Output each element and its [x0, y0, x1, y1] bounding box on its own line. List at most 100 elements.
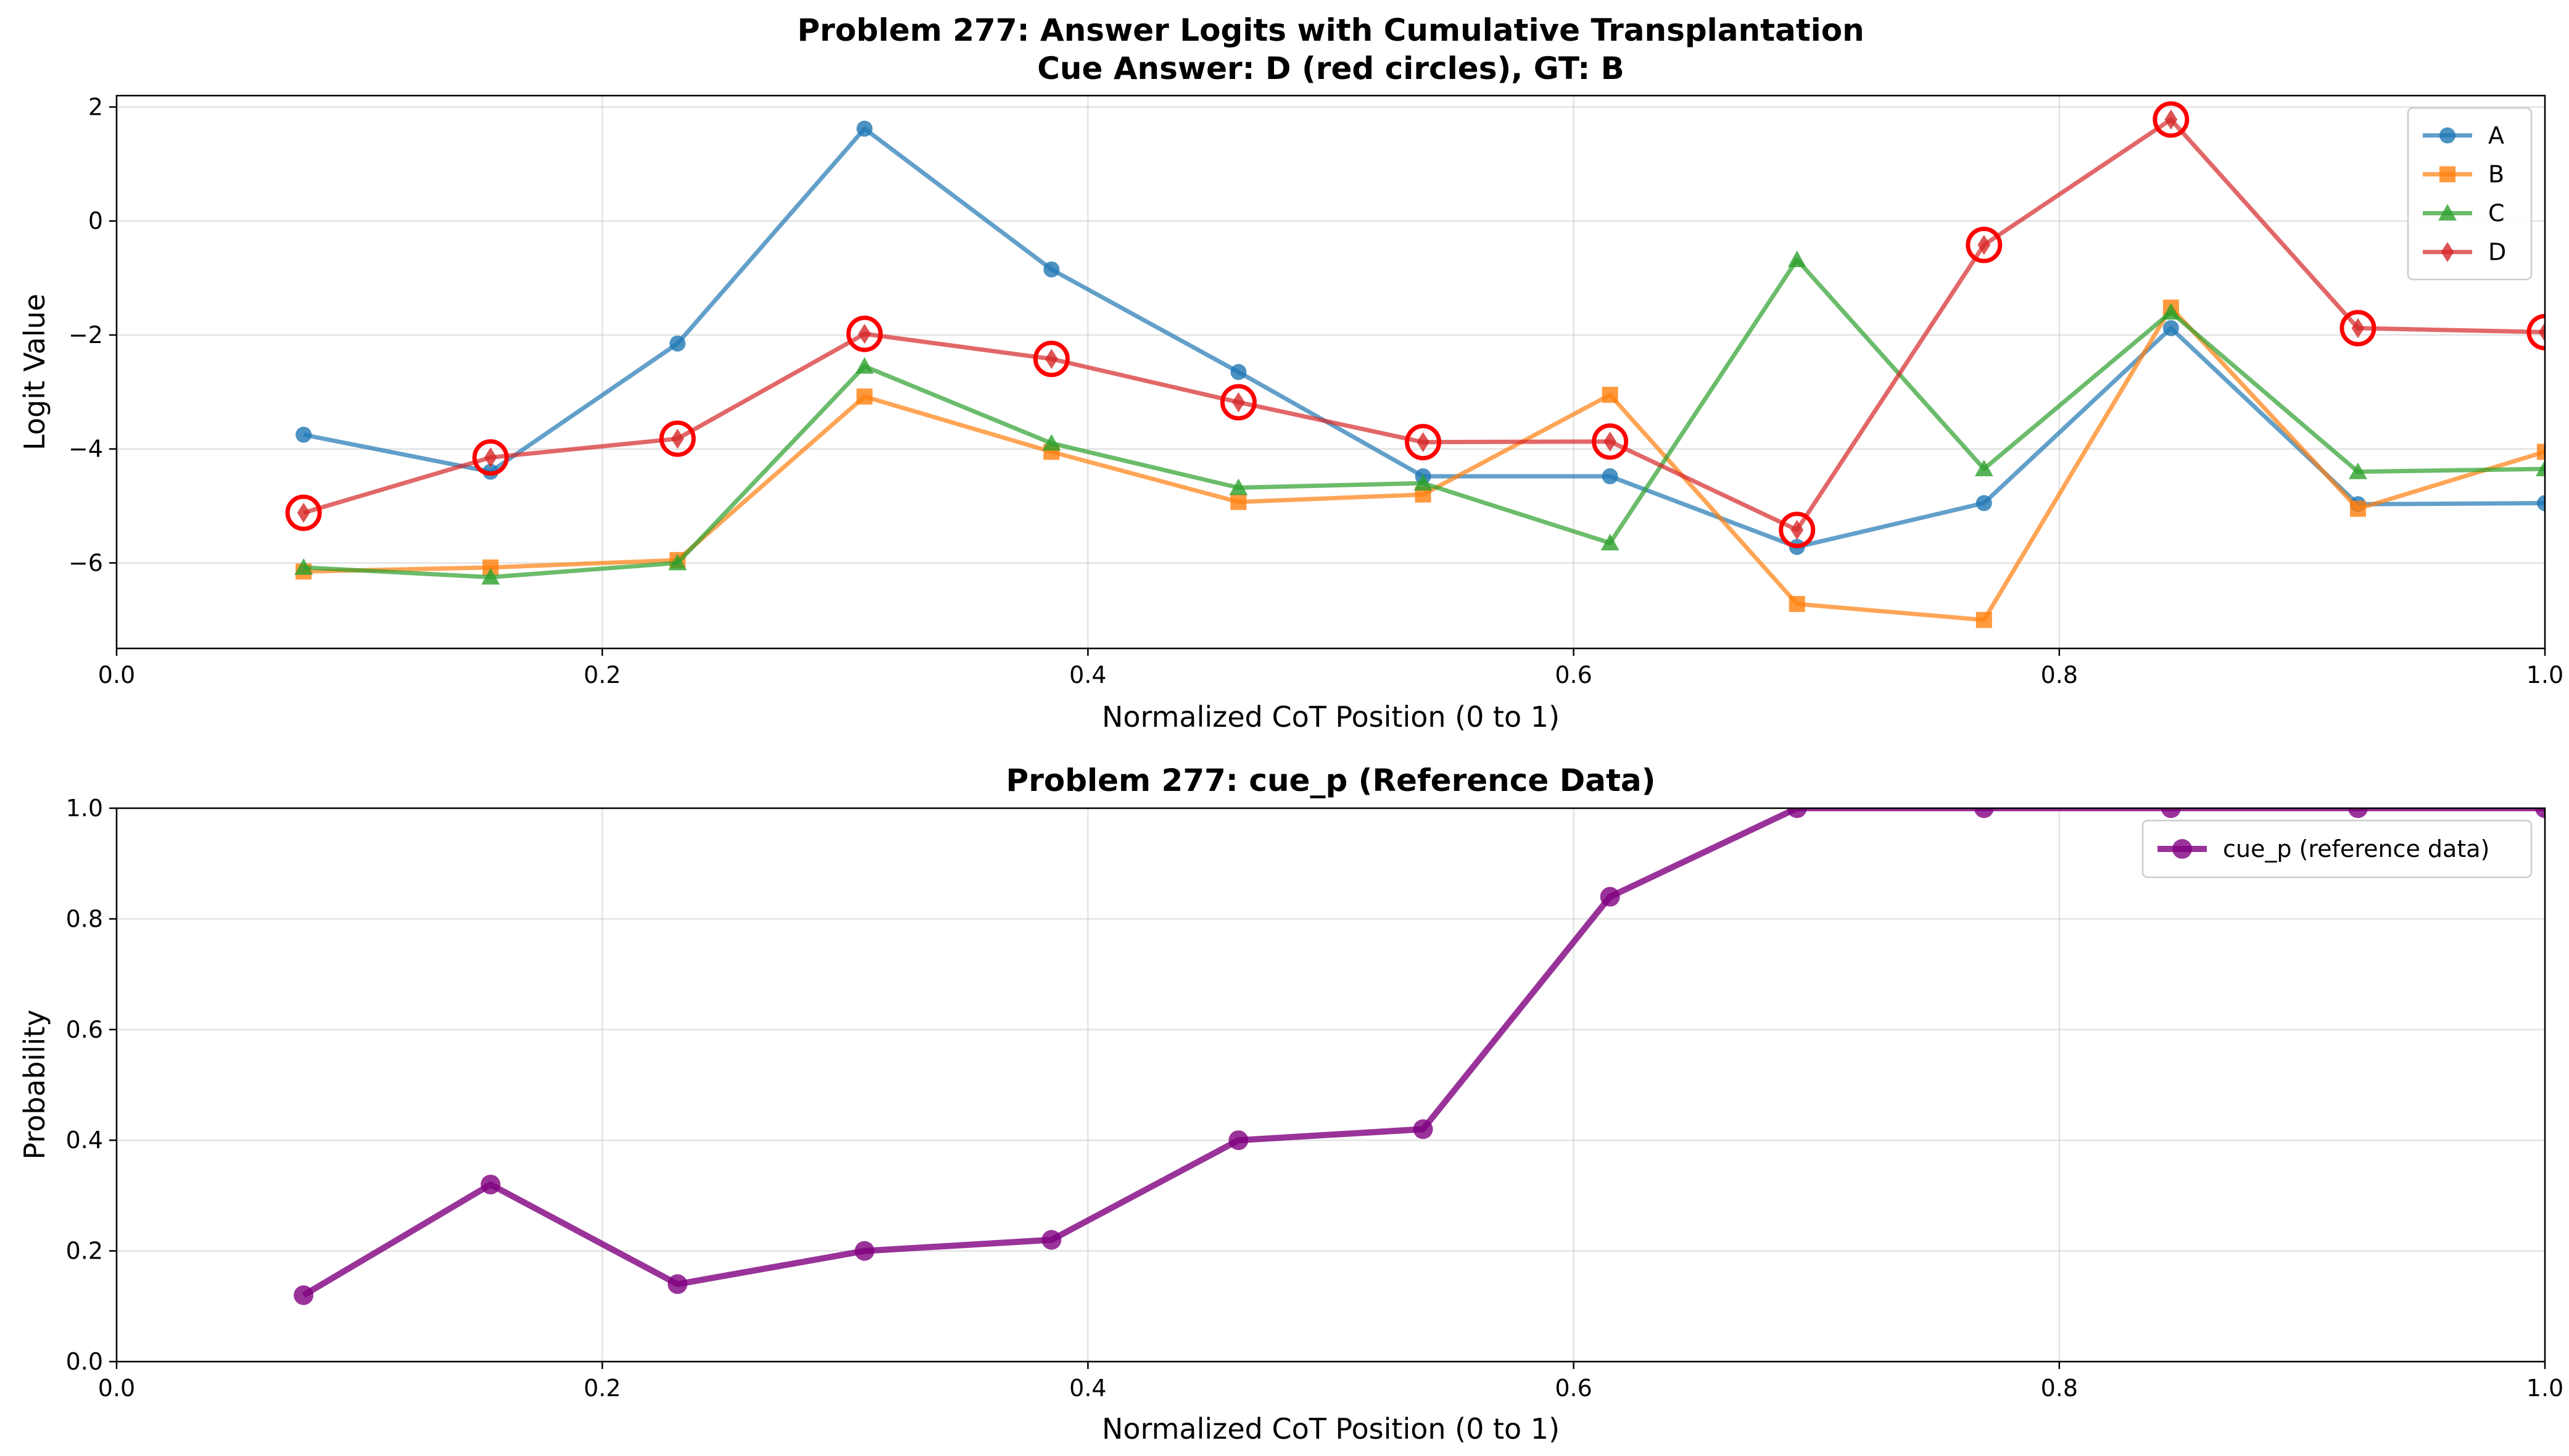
data-point [858, 323, 871, 344]
data-point [1975, 495, 1992, 511]
legend-label: A [2488, 122, 2504, 149]
data-point [1974, 460, 1993, 476]
x-tick-label: 0.6 [1555, 661, 1592, 689]
data-point [296, 426, 312, 443]
data-point [1787, 250, 1806, 267]
legend-marker [2172, 839, 2192, 859]
legend-label: cue_p (reference data) [2223, 835, 2489, 862]
data-point [668, 1274, 688, 1294]
series-cue-p-reference-data- [294, 808, 2545, 1305]
data-point [2348, 462, 2367, 479]
legend-marker [2439, 166, 2455, 183]
bottom-x-axis-label: Normalized CoT Position (0 to 1) [1102, 1412, 1560, 1446]
data-point [1045, 349, 1058, 370]
data-point [1600, 534, 1620, 551]
bottom-grid [115, 807, 2546, 1363]
data-point [2538, 322, 2545, 342]
cue-highlight-ring [659, 420, 696, 457]
y-tick-label: 0 [88, 207, 103, 234]
x-tick-label: 0.6 [1555, 1375, 1592, 1402]
bottom-plot-area [294, 808, 2545, 1305]
bottom-legend: cue_p (reference data) [2141, 819, 2533, 879]
data-point [1228, 1130, 1249, 1151]
data-point [294, 558, 313, 575]
data-point [1413, 474, 1433, 491]
data-point [297, 502, 310, 523]
legend-item: D [2423, 239, 2506, 266]
legend-marker [2439, 127, 2455, 144]
y-tick-label: 0.4 [66, 1127, 103, 1154]
top-y-axis-label: Logit Value [18, 294, 51, 450]
data-point [484, 447, 497, 468]
top-chart-subtitle: Cue Answer: D (red circles), GT: B [1037, 51, 1624, 86]
top-chart-title: Problem 277: Answer Logits with Cumulati… [797, 12, 1864, 48]
cue-highlight-ring [2339, 310, 2377, 347]
data-point [1043, 261, 1060, 278]
y-tick-label: −2 [68, 321, 103, 349]
data-point [856, 120, 873, 137]
cue-highlight-ring [1592, 423, 1629, 460]
cue-highlight-ring [472, 439, 509, 476]
x-tick-label: 0.0 [98, 661, 135, 689]
data-point [2536, 460, 2545, 476]
series-d [297, 109, 2545, 540]
x-tick-label: 0.8 [2041, 1375, 2078, 1402]
top-grid [115, 96, 2546, 648]
data-point [294, 1285, 314, 1305]
series-line [302, 808, 2545, 1298]
data-point [856, 388, 873, 405]
data-point [1229, 478, 1248, 495]
y-tick-label: 1.0 [66, 795, 103, 822]
cue-highlight-ring [285, 494, 322, 531]
y-tick-label: −4 [68, 436, 103, 463]
data-point [2164, 109, 2178, 130]
legend-marker [2441, 242, 2454, 262]
data-point [2351, 318, 2365, 339]
data-point [1602, 468, 1618, 485]
data-point [1413, 1119, 1433, 1140]
x-tick-label: 0.4 [1069, 1375, 1106, 1402]
y-tick-label: 0.2 [66, 1238, 103, 1265]
data-point [2162, 320, 2179, 336]
data-point [1600, 887, 1620, 907]
legend-box [2141, 819, 2533, 879]
bottom-y-axis-label: Probability [18, 1009, 51, 1159]
data-point [2161, 303, 2180, 320]
data-point [481, 568, 500, 585]
legend-label: C [2488, 200, 2505, 227]
series-c [294, 250, 2545, 585]
x-tick-label: 1.0 [2526, 1375, 2563, 1402]
y-tick-label: −6 [68, 549, 103, 576]
x-tick-label: 0.2 [584, 661, 621, 689]
bottom-ticks: 0.0 0.2 0.4 0.6 0.8 1.0 0.0 0.2 0.4 0.6 0.8 1.0 [66, 795, 2564, 1402]
x-tick-label: 0.4 [1069, 661, 1106, 689]
cue-highlight-ring [846, 315, 883, 352]
y-tick-label: 0.8 [66, 905, 103, 932]
x-tick-label: 1.0 [2526, 661, 2563, 689]
legend-marker [2438, 204, 2457, 221]
y-tick-label: 2 [88, 93, 103, 120]
legend-label: D [2488, 239, 2506, 266]
data-point [854, 1241, 875, 1261]
data-point [1974, 808, 1994, 818]
series-line [303, 257, 2545, 580]
data-point [1602, 386, 1618, 403]
bottom-axes-frame [115, 807, 2546, 1363]
data-point [2161, 808, 2181, 818]
cue-highlight-ring [1966, 226, 2003, 263]
data-point [2537, 444, 2545, 460]
top-plot-area [285, 101, 2545, 628]
data-point [668, 553, 687, 571]
y-tick-label: 0.6 [66, 1016, 103, 1043]
data-point [2348, 808, 2368, 818]
data-point [669, 335, 686, 352]
legend-box [2407, 107, 2533, 281]
cue-highlight-ring [1220, 384, 1257, 421]
data-point [2535, 808, 2545, 818]
data-point [2537, 495, 2545, 511]
data-point [1230, 364, 1247, 380]
bottom-chart-title: Problem 277: cue_p (Reference Data) [1006, 763, 1656, 798]
data-point [671, 428, 684, 449]
data-point [1603, 431, 1617, 452]
